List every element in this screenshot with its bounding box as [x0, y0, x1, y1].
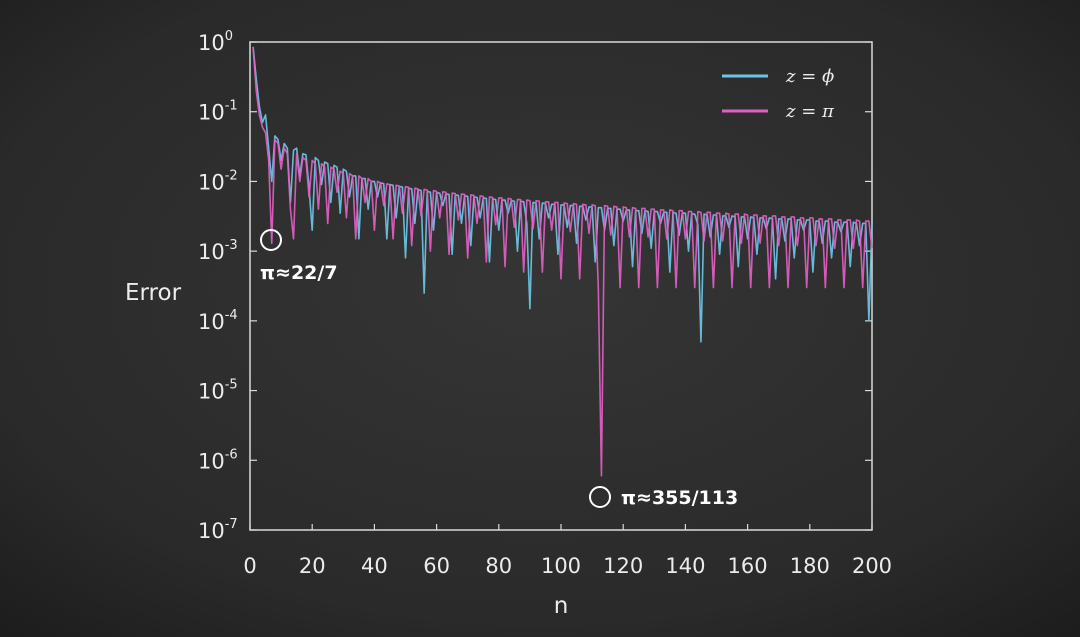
legend-label-pi: z = π [785, 101, 835, 122]
x-tick-label: 140 [665, 554, 705, 578]
legend-label-phi: z = ϕ [785, 66, 834, 87]
annotations: π≈22/7 π≈355/113 [260, 229, 738, 509]
annotation-circle-22-7 [260, 229, 282, 251]
y-tick-label: 10-2 [198, 168, 238, 194]
y-tick-label: 10-4 [198, 308, 238, 334]
series-line-phi [252, 46, 873, 343]
y-tick-label: 100 [198, 29, 233, 55]
x-tick-label: 60 [423, 554, 450, 578]
y-tick-label: 10-6 [198, 447, 238, 473]
x-tick-label: 40 [361, 554, 388, 578]
y-tick-label: 10-5 [198, 378, 238, 404]
y-tick-label: 10-7 [198, 517, 238, 543]
annotation-circle-355-113 [589, 486, 611, 508]
annotation-label-355-113: π≈355/113 [621, 487, 738, 509]
plot-frame [249, 41, 873, 531]
legend: z = ϕ z = π [722, 66, 835, 122]
x-tick-label: 80 [485, 554, 512, 578]
x-axis: 0 20 40 60 80 100 120 140 160 180 200 [243, 524, 892, 578]
y-axis-title: Error [125, 280, 182, 306]
x-tick-label: 100 [541, 554, 581, 578]
series-group [252, 46, 873, 477]
y-tick-label: 10-3 [198, 238, 238, 264]
x-tick-label: 120 [603, 554, 643, 578]
x-tick-label: 200 [852, 554, 892, 578]
annotation-label-22-7: π≈22/7 [260, 262, 338, 284]
x-axis-title: n [554, 593, 569, 619]
x-tick-label: 0 [243, 554, 256, 578]
x-tick-label: 180 [790, 554, 830, 578]
y-tick-label: 10-1 [198, 99, 238, 125]
x-tick-label: 20 [299, 554, 326, 578]
series-line-pi [252, 46, 873, 477]
y-axis: 100 10-1 10-2 10-3 10-4 10-5 10-6 10-7 [198, 29, 872, 543]
x-tick-label: 160 [728, 554, 768, 578]
